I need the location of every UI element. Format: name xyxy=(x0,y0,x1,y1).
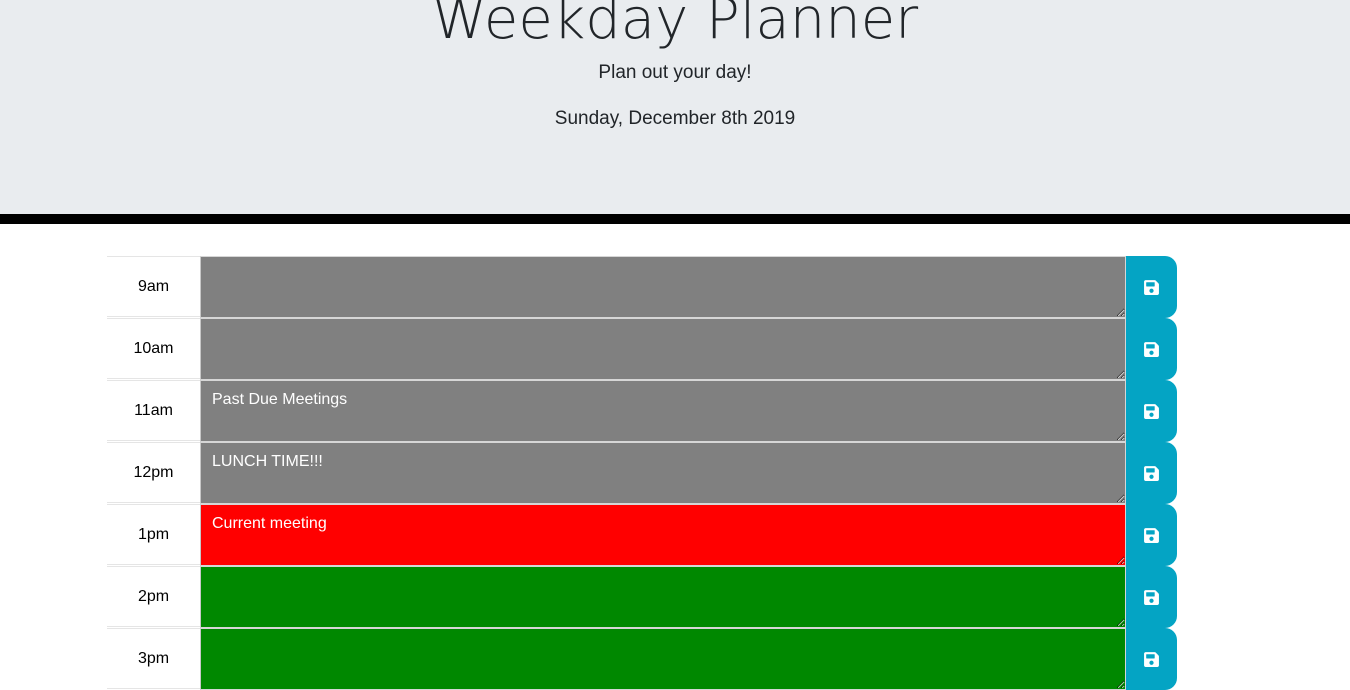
save-button[interactable] xyxy=(1126,318,1177,380)
description-input[interactable]: LUNCH TIME!!! xyxy=(200,442,1126,504)
save-icon xyxy=(1143,341,1160,358)
time-block: 10am xyxy=(107,318,1177,380)
save-button[interactable] xyxy=(1126,380,1177,442)
header-divider xyxy=(0,214,1350,224)
hour-label: 3pm xyxy=(107,628,200,689)
page-title: Weekday Planner xyxy=(431,0,919,52)
description-input[interactable] xyxy=(200,318,1126,380)
hour-label: 11am xyxy=(107,380,200,441)
hour-label: 10am xyxy=(107,318,200,379)
description-input[interactable] xyxy=(200,566,1126,628)
save-button[interactable] xyxy=(1126,504,1177,566)
save-button[interactable] xyxy=(1126,566,1177,628)
tagline: Plan out your day! xyxy=(598,62,752,83)
current-day: Sunday, December 8th 2019 xyxy=(554,108,796,129)
time-block: 2pm xyxy=(107,566,1177,628)
save-button[interactable] xyxy=(1126,442,1177,504)
time-block: 3pm xyxy=(107,628,1177,690)
hour-label: 1pm xyxy=(107,504,200,565)
time-block: 12pm LUNCH TIME!!! xyxy=(107,442,1177,504)
save-icon xyxy=(1143,527,1160,544)
time-block: 9am xyxy=(107,256,1177,318)
save-icon xyxy=(1143,465,1160,482)
save-icon xyxy=(1143,589,1160,606)
description-input[interactable] xyxy=(200,256,1126,318)
description-input[interactable]: Current meeting xyxy=(200,504,1126,566)
save-button[interactable] xyxy=(1126,628,1177,690)
planner-container: 9am 10am 11am Past Due Meetings 12pm LUN… xyxy=(107,256,1177,690)
description-input[interactable]: Past Due Meetings xyxy=(200,380,1126,442)
description-input[interactable] xyxy=(200,628,1126,690)
save-icon xyxy=(1143,403,1160,420)
header: Weekday Planner Plan out your day! Sunda… xyxy=(0,0,1350,214)
save-icon xyxy=(1143,279,1160,296)
hour-label: 9am xyxy=(107,256,200,317)
save-icon xyxy=(1143,651,1160,668)
hour-label: 12pm xyxy=(107,442,200,503)
time-block: 1pm Current meeting xyxy=(107,504,1177,566)
time-block: 11am Past Due Meetings xyxy=(107,380,1177,442)
save-button[interactable] xyxy=(1126,256,1177,318)
hour-label: 2pm xyxy=(107,566,200,627)
